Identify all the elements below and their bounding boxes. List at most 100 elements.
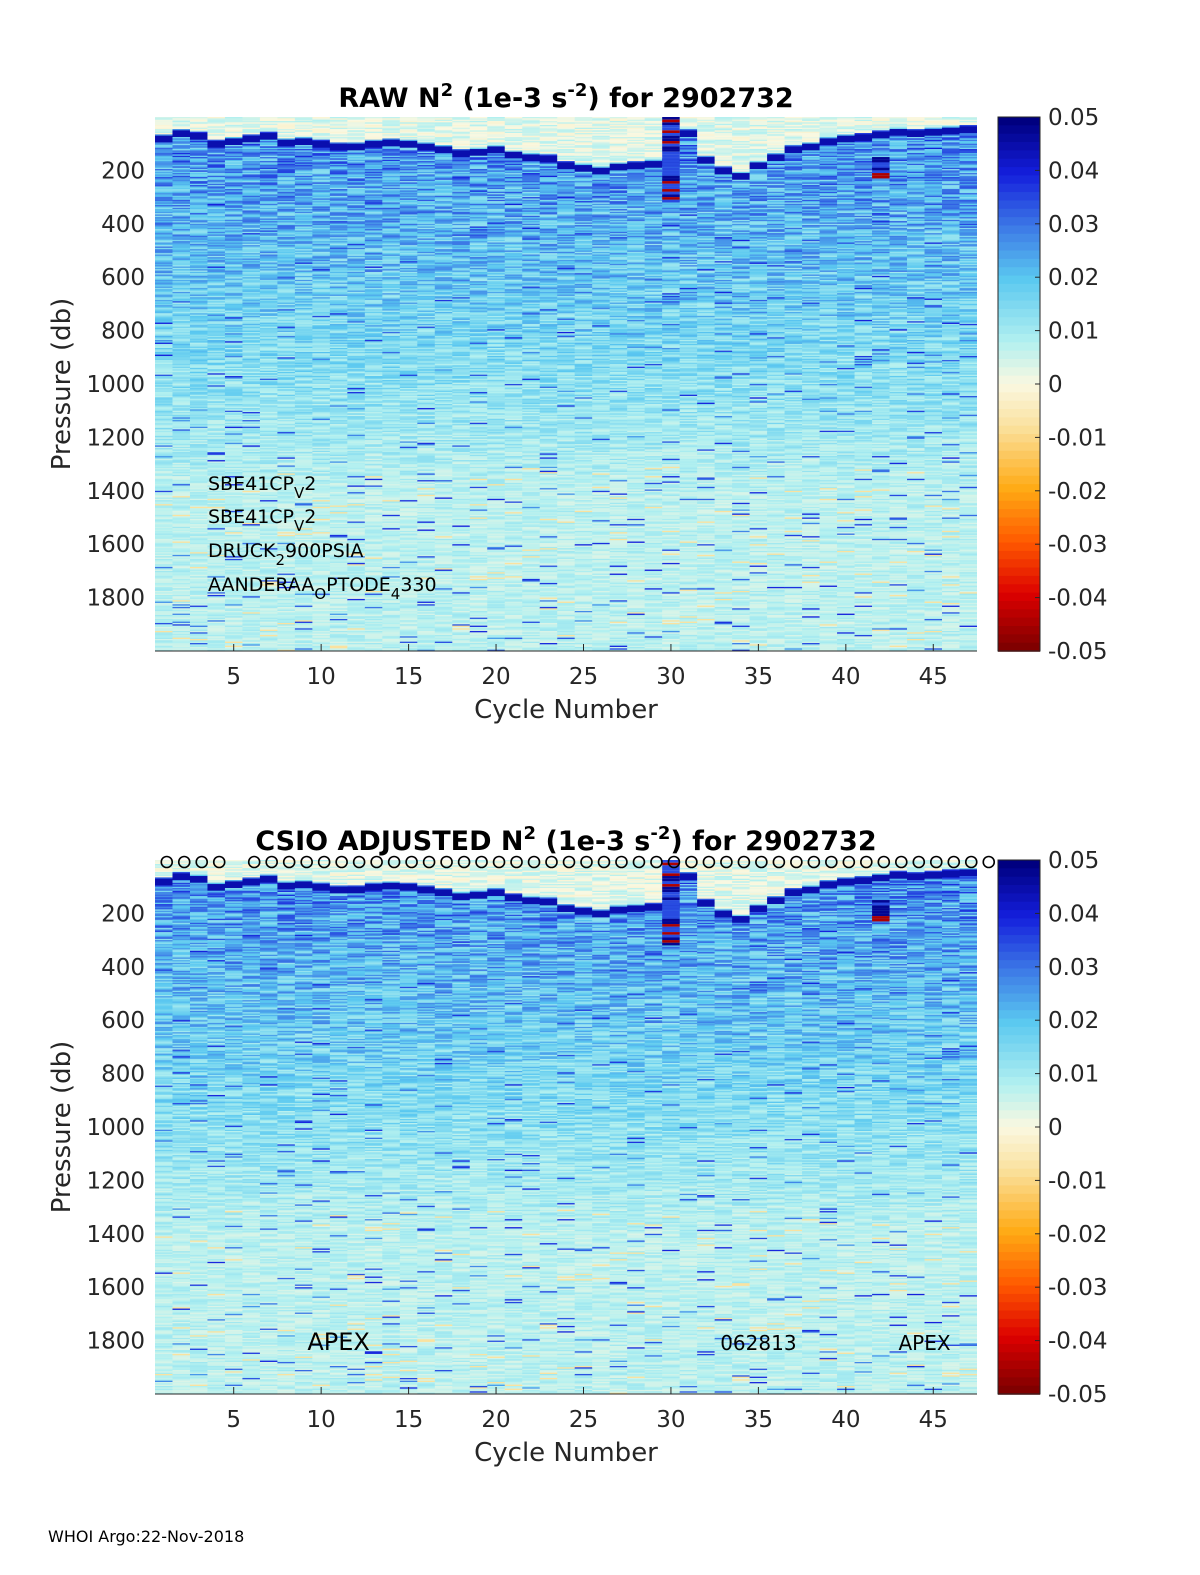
x-tick-label: 15 xyxy=(394,664,423,690)
adjusted-n2-panel: CSIO ADJUSTED N2 (1e-3 s-2) for 29027325… xyxy=(47,823,1108,1468)
strong-cell xyxy=(662,892,679,895)
strong-cell xyxy=(662,146,679,149)
x-tick-label: 35 xyxy=(744,664,773,690)
y-tick-label: 600 xyxy=(101,265,145,291)
x-axis-label: Cycle Number xyxy=(474,1438,658,1468)
colorbar-tick-label: -0.05 xyxy=(1048,639,1108,665)
strong-cell xyxy=(662,913,679,916)
x-tick-label: 25 xyxy=(569,1407,598,1433)
strong-cell xyxy=(662,937,679,940)
y-tick-label: 1000 xyxy=(86,1115,145,1141)
x-tick-label: 30 xyxy=(656,664,685,690)
strong-cell xyxy=(662,935,679,938)
strong-cell xyxy=(662,152,679,155)
strong-cell xyxy=(662,189,679,192)
strong-cell xyxy=(662,168,679,171)
y-tick-label: 1000 xyxy=(86,372,145,398)
strong-cell xyxy=(662,122,679,125)
x-tick-label: 10 xyxy=(307,1407,336,1433)
y-tick-label: 800 xyxy=(101,319,145,345)
strong-cell xyxy=(662,863,679,866)
chart-title: RAW N2 (1e-3 s-2) for 2902732 xyxy=(338,80,793,114)
strong-cell xyxy=(662,932,679,935)
profile-marker xyxy=(983,857,994,868)
strong-cell xyxy=(662,120,679,123)
strong-cell xyxy=(662,900,679,903)
strong-cell xyxy=(662,141,679,144)
y-tick-label: 1600 xyxy=(86,1275,145,1301)
y-tick-label: 800 xyxy=(101,1062,145,1088)
strong-cell xyxy=(872,173,889,176)
strong-cell xyxy=(662,884,679,887)
x-tick-label: 40 xyxy=(831,1407,860,1433)
n2-figure: RAW N2 (1e-3 s-2) for 29027325 10 15 20 25 30… xyxy=(0,0,1200,1575)
strong-cell xyxy=(662,133,679,136)
y-tick-label: 1400 xyxy=(86,1222,145,1248)
y-tick-label: 600 xyxy=(101,1008,145,1034)
colorbar-tick-label: -0.03 xyxy=(1048,532,1108,558)
strong-cell xyxy=(662,905,679,908)
y-tick-label: 1200 xyxy=(86,1168,145,1194)
colorbar-tick-label: -0.02 xyxy=(1048,1222,1108,1248)
colorbar-tick-label: 0.02 xyxy=(1048,265,1099,291)
strong-cell xyxy=(662,144,679,147)
strong-cell xyxy=(662,178,679,181)
strong-cell xyxy=(662,860,679,863)
strong-cell xyxy=(662,876,679,879)
colorbar-tick-label: -0.04 xyxy=(1048,1329,1108,1355)
colorbar-tick-label: -0.02 xyxy=(1048,479,1108,505)
strong-cell xyxy=(662,903,679,906)
colorbar: 0.050.040.030.020.010-0.01-0.02-0.03-0.0… xyxy=(998,848,1108,1408)
strong-cell xyxy=(662,200,679,203)
colorbar-tick-label: 0.03 xyxy=(1048,955,1099,981)
strong-cell xyxy=(872,908,889,911)
colorbar-tick-label: -0.01 xyxy=(1048,1168,1108,1194)
strong-cell xyxy=(662,181,679,184)
strong-cell xyxy=(662,173,679,176)
strong-cell xyxy=(872,916,889,919)
strong-cell xyxy=(872,919,889,922)
heatmap xyxy=(155,117,978,652)
strong-cell xyxy=(872,170,889,173)
platform-label: APEX xyxy=(898,1331,950,1355)
colorbar: 0.050.040.030.020.010-0.01-0.02-0.03-0.0… xyxy=(998,105,1108,665)
colorbar-tick-label: 0.02 xyxy=(1048,1008,1099,1034)
strong-cell xyxy=(662,184,679,187)
strong-cell xyxy=(662,895,679,898)
x-tick-label: 20 xyxy=(481,664,510,690)
strong-cell xyxy=(662,871,679,874)
y-tick-label: 1400 xyxy=(86,479,145,505)
strong-cell xyxy=(662,887,679,890)
heatmap xyxy=(155,860,978,1395)
colorbar-tick-label: -0.05 xyxy=(1048,1382,1108,1408)
strong-cell xyxy=(662,879,679,882)
colorbar-tick-label: 0 xyxy=(1048,372,1063,398)
y-tick-label: 200 xyxy=(101,901,145,927)
y-tick-label: 1600 xyxy=(86,532,145,558)
strong-cell xyxy=(872,900,889,903)
strong-cell xyxy=(662,157,679,160)
colorbar-tick-label: 0.01 xyxy=(1048,1062,1099,1088)
strong-cell xyxy=(872,913,889,916)
strong-cell xyxy=(662,194,679,197)
colorbar-tick-label: -0.03 xyxy=(1048,1275,1108,1301)
colorbar-tick-label: -0.04 xyxy=(1048,586,1108,612)
colorbar-tick-label: 0.01 xyxy=(1048,319,1099,345)
strong-cell xyxy=(662,176,679,179)
platform-label: APEX xyxy=(307,1328,370,1356)
x-tick-label: 10 xyxy=(307,664,336,690)
y-tick-label: 1800 xyxy=(86,586,145,612)
strong-cell xyxy=(662,154,679,157)
strong-cell xyxy=(662,149,679,152)
strong-cell xyxy=(662,916,679,919)
y-tick-label: 400 xyxy=(101,212,145,238)
x-tick-label: 15 xyxy=(394,1407,423,1433)
strong-cell xyxy=(662,130,679,133)
y-tick-label: 200 xyxy=(101,158,145,184)
x-tick-label: 40 xyxy=(831,664,860,690)
strong-cell xyxy=(662,136,679,139)
x-axis-label: Cycle Number xyxy=(474,695,658,725)
strong-cell xyxy=(872,911,889,914)
strong-cell xyxy=(662,162,679,165)
strong-cell xyxy=(872,176,889,179)
